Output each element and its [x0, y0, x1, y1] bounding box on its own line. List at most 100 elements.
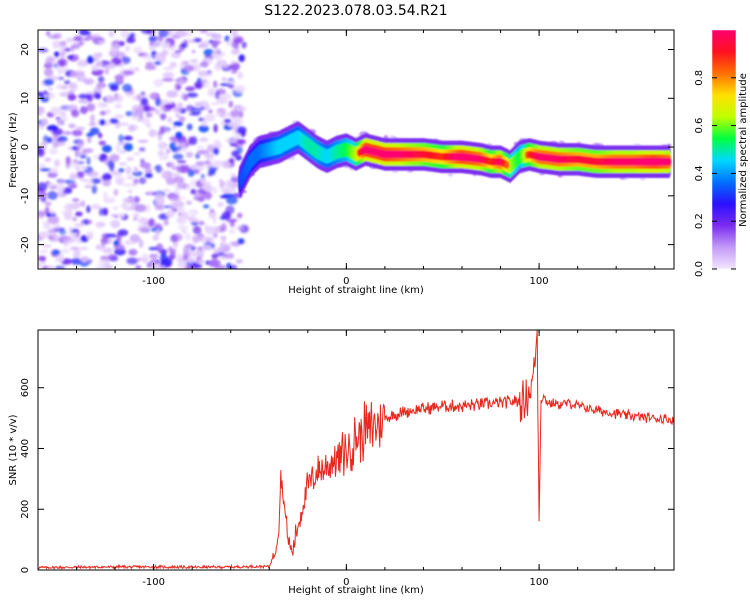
- noise-blob: [107, 254, 118, 262]
- noise-blob: [38, 124, 45, 130]
- noise-blob: [139, 227, 149, 233]
- noise-blob: [47, 183, 55, 188]
- noise-blob: [172, 106, 180, 113]
- noise-blob: [172, 125, 177, 130]
- noise-blob: [73, 249, 81, 259]
- noise-blob: [60, 117, 69, 121]
- noise-blob: [38, 106, 45, 115]
- noise-blob: [70, 246, 79, 250]
- noise-blob: [99, 119, 106, 126]
- noise-blob: [160, 113, 167, 121]
- noise-blob: [67, 55, 74, 60]
- noise-blob: [179, 196, 186, 200]
- noise-blob: [237, 106, 247, 112]
- noise-blob: [99, 110, 107, 116]
- noise-blob: [231, 30, 238, 38]
- noise-blob: [148, 190, 153, 196]
- noise-blob: [160, 41, 171, 48]
- noise-blob: [138, 239, 144, 249]
- noise-blob: [90, 178, 102, 184]
- noise-blob: [98, 132, 103, 139]
- noise-blob: [148, 45, 155, 51]
- noise-blob: [95, 265, 108, 269]
- noise-blob: [236, 225, 244, 231]
- noise-blob: [228, 100, 234, 108]
- colorbar-tick-label: 0.8: [694, 70, 705, 86]
- noise-blob: [126, 257, 138, 265]
- noise-blob: [71, 109, 80, 118]
- noise-blob: [198, 221, 205, 226]
- noise-blob: [235, 156, 243, 161]
- noise-blob: [54, 159, 60, 167]
- noise-blob: [213, 186, 218, 195]
- noise-blob: [203, 204, 210, 209]
- noise-blob: [110, 220, 121, 229]
- noise-blob: [148, 218, 155, 227]
- noise-blob: [212, 160, 225, 168]
- noise-blob: [94, 53, 102, 59]
- noise-blob: [213, 80, 218, 88]
- noise-blob: [204, 186, 215, 192]
- noise-blob: [120, 30, 130, 39]
- noise-blob: [70, 257, 82, 265]
- noise-blob: [204, 104, 210, 111]
- noise-blob: [70, 71, 78, 78]
- noise-blob: [95, 221, 106, 229]
- noise-blob: [44, 206, 50, 215]
- spectrogram-ytick-label: 10: [20, 92, 31, 105]
- noise-blob: [42, 220, 51, 229]
- noise-blob: [65, 156, 71, 165]
- noise-blob: [104, 67, 109, 75]
- noise-blob: [72, 216, 78, 222]
- noise-blob: [126, 175, 134, 180]
- noise-blob: [123, 143, 133, 152]
- noise-blob: [114, 103, 123, 109]
- snr-ytick-label: 200: [20, 500, 31, 519]
- spectrogram-xtick-label: 0: [343, 276, 349, 287]
- noise-blob: [187, 38, 196, 44]
- noise-blob: [68, 123, 76, 129]
- noise-blob: [143, 105, 151, 112]
- noise-blob: [75, 126, 86, 131]
- noise-blob: [110, 213, 117, 218]
- noise-blob: [56, 83, 63, 90]
- spectrogram-ylabel: Frequency (Hz): [8, 112, 19, 188]
- noise-blob: [186, 123, 193, 131]
- noise-blob: [39, 191, 47, 198]
- noise-blob: [52, 249, 60, 256]
- noise-blob: [212, 232, 218, 238]
- noise-blob: [122, 83, 132, 93]
- noise-blob: [133, 212, 139, 218]
- noise-blob: [132, 170, 143, 177]
- noise-blob: [207, 173, 213, 177]
- noise-blob: [229, 264, 238, 269]
- noise-blob: [221, 77, 227, 82]
- noise-blob: [208, 236, 214, 245]
- noise-blob: [203, 48, 214, 57]
- noise-blob: [102, 179, 112, 187]
- noise-blob: [110, 85, 119, 92]
- noise-blob: [195, 248, 205, 258]
- colorbar-scale: [712, 30, 736, 269]
- noise-blob: [157, 132, 163, 141]
- noise-blob: [179, 63, 185, 70]
- noise-blob: [176, 164, 188, 174]
- noise-blob: [125, 45, 131, 52]
- noise-blob: [171, 200, 178, 205]
- noise-blob: [67, 182, 78, 187]
- noise-blob: [54, 265, 66, 269]
- noise-blob: [86, 31, 92, 37]
- noise-blob: [213, 147, 219, 155]
- noise-blob: [207, 87, 216, 94]
- noise-blob: [157, 249, 168, 254]
- noise-blob: [230, 109, 240, 118]
- snr-panel: -100 0 100 0 200 400 600 Height of straight li…: [8, 329, 675, 596]
- noise-blob: [46, 124, 59, 132]
- noise-blob: [56, 254, 65, 263]
- noise-blob: [238, 110, 244, 118]
- noise-blob: [118, 162, 128, 166]
- noise-blob: [85, 231, 94, 240]
- snr-ytick-label: 400: [20, 439, 31, 458]
- noise-blob: [225, 205, 235, 215]
- noise-blob: [77, 99, 90, 104]
